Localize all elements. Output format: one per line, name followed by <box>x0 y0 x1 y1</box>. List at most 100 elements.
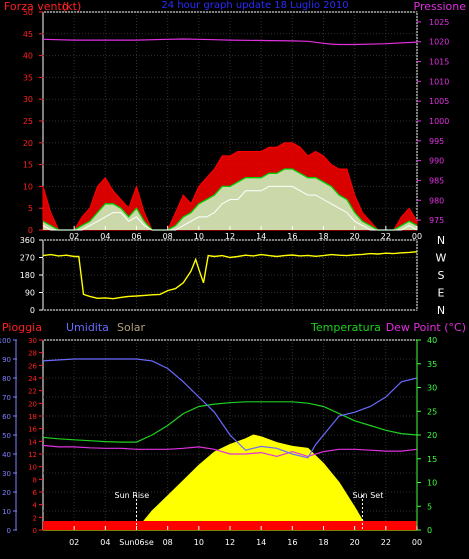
compass-label: W <box>436 252 447 265</box>
humidity-tick-label: 70 <box>2 394 11 402</box>
wind-speed-y-axis: 0 5 10 15 20 25 30 35 40 45 50 <box>23 8 43 235</box>
temperature-y-axis: 0 5 10 15 20 25 30 35 40 <box>416 336 437 535</box>
wind-tick-label: 15 <box>23 161 33 170</box>
direction-tick-label: 270 <box>20 254 35 263</box>
humidity-tick-label: 0 <box>7 527 11 535</box>
temp-humidity-x-axis: 02 04 Sun06se 08 10 12 14 16 18 20 22 00 <box>69 526 422 547</box>
sunrise-label: Sun Rise <box>115 491 150 500</box>
humidity-tick-label: 20 <box>2 489 11 497</box>
compass-label: N <box>437 234 445 247</box>
rain-tick-label: 10 <box>28 464 37 472</box>
dewpoint-series <box>42 444 418 458</box>
pressure-tick-label: 1020 <box>429 38 449 47</box>
x-tick-label: 04 <box>100 538 110 547</box>
wind-tick-label: 40 <box>23 52 33 61</box>
pressure-tick-label: 995 <box>429 137 444 146</box>
humidity-tick-label: 60 <box>2 413 11 421</box>
direction-tick-label: 360 <box>20 236 35 245</box>
rain-tick-label: 24 <box>28 375 37 383</box>
x-tick-label: 08 <box>163 232 173 241</box>
sun-markers: Sun Rise Sun Set <box>115 491 383 530</box>
x-tick-label: 20 <box>350 538 360 547</box>
x-tick-label: 00 <box>412 232 422 241</box>
rain-tick-label: 26 <box>28 362 37 370</box>
sunset-label: Sun Set <box>352 491 383 500</box>
humidity-series <box>42 358 418 459</box>
temperature-label: Temperatura <box>310 321 381 334</box>
humidity-tick-label: 80 <box>2 375 11 383</box>
solar-series <box>43 434 417 531</box>
wind-pressure-x-axis: 02 04 06 08 10 12 14 16 18 20 22 00 <box>69 226 422 241</box>
rain-tick-label: 0 <box>33 527 37 535</box>
temperature-tick-label: 5 <box>427 502 432 511</box>
temperature-tick-label: 0 <box>427 526 432 535</box>
rain-tick-label: 28 <box>28 350 37 358</box>
rain-tick-label: 16 <box>28 426 37 434</box>
pressure-tick-label: 1010 <box>429 77 449 86</box>
wind-tick-label: 30 <box>23 95 33 104</box>
x-tick-label: 16 <box>287 538 297 547</box>
temp-humidity-series <box>42 358 418 531</box>
pressure-tick-label: 975 <box>429 216 444 225</box>
solar-label: Solar <box>117 321 146 334</box>
x-tick-label: 02 <box>69 232 79 241</box>
x-tick-label: 14 <box>256 232 266 241</box>
temperature-series <box>42 401 418 443</box>
pressure-tick-label: 990 <box>429 157 444 166</box>
wind-direction-y-axis: 0 90 180 270 360 <box>20 236 43 315</box>
humidity-tick-label: 100 <box>0 337 11 345</box>
compass-label: N <box>437 304 445 317</box>
x-tick-label: 00 <box>412 538 422 547</box>
rain-tick-label: 18 <box>28 413 37 421</box>
wind-tick-label: 0 <box>28 226 33 235</box>
direction-tick-label: 0 <box>30 306 35 315</box>
pressure-tick-label: 1025 <box>429 18 449 27</box>
humidity-tick-label: 50 <box>2 432 11 440</box>
temperature-tick-label: 20 <box>427 431 437 440</box>
dewpoint-label: Dew Point (°C) <box>386 321 466 334</box>
pressure-tick-label: 980 <box>429 196 444 205</box>
wind-tick-label: 35 <box>23 73 33 82</box>
humidity-label: Umidita <box>66 321 109 334</box>
x-tick-label: Sun06se <box>119 538 154 547</box>
humidity-tick-label: 40 <box>2 451 11 459</box>
x-tick-label: 10 <box>194 232 204 241</box>
chart-title: 24 hour graph update 18 Luglio 2010 <box>161 0 348 11</box>
x-tick-label: 10 <box>194 538 204 547</box>
wind-axis-unit: (kt) <box>62 0 81 13</box>
compass-label: E <box>438 287 445 300</box>
x-tick-label: 22 <box>381 538 391 547</box>
humidity-tick-label: 10 <box>2 508 11 516</box>
humidity-tick-label: 30 <box>2 470 11 478</box>
temperature-tick-label: 10 <box>427 479 437 488</box>
pressure-tick-label: 1000 <box>429 117 449 126</box>
x-tick-label: 18 <box>318 232 328 241</box>
wind-direction-series <box>42 251 418 300</box>
rain-tick-label: 6 <box>33 489 38 497</box>
rain-label: Pioggia <box>2 321 42 334</box>
x-tick-label: 04 <box>100 232 110 241</box>
temperature-tick-label: 40 <box>427 336 437 345</box>
x-tick-label: 16 <box>287 232 297 241</box>
wind-tick-label: 10 <box>23 182 33 191</box>
pressure-tick-label: 1005 <box>429 97 449 106</box>
wind-speed-series <box>42 185 418 231</box>
x-tick-label: 06 <box>131 232 141 241</box>
compass-label: S <box>438 269 445 282</box>
rain-tick-label: 30 <box>28 337 37 345</box>
x-tick-label: 12 <box>225 232 235 241</box>
rain-tick-label: 8 <box>33 476 37 484</box>
temperature-tick-label: 30 <box>427 384 437 393</box>
x-tick-label: 12 <box>225 538 235 547</box>
rain-series <box>43 521 417 530</box>
pressure-axis-label: Pressione <box>414 0 467 13</box>
pressure-tick-label: 985 <box>429 176 444 185</box>
wind-tick-label: 45 <box>23 30 33 39</box>
wind-tick-label: 25 <box>23 117 33 126</box>
temperature-tick-label: 35 <box>427 360 437 369</box>
rain-tick-label: 22 <box>28 388 37 396</box>
